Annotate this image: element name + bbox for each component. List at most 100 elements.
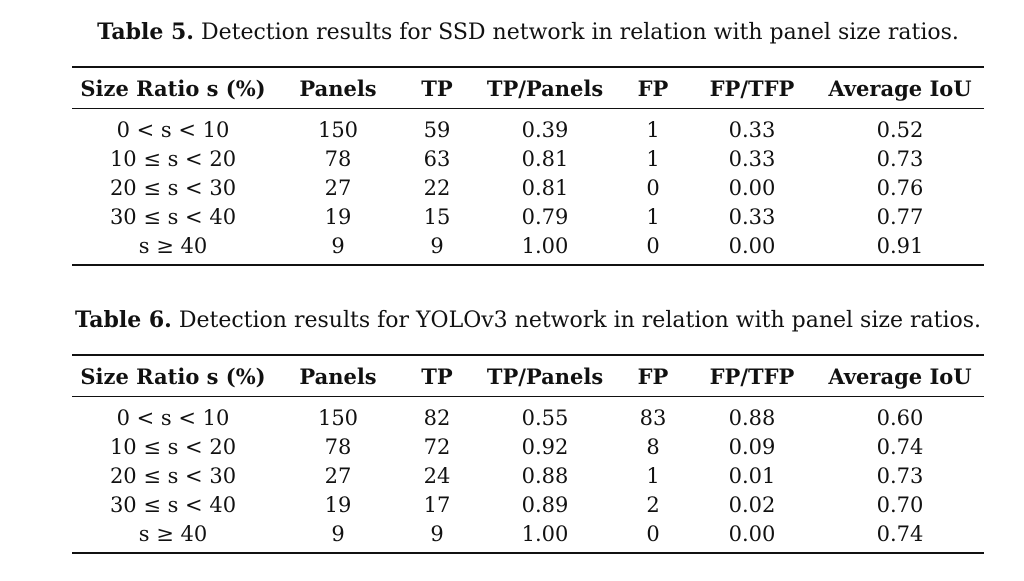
table-cell: 1.00 <box>472 519 618 554</box>
table-row: 30 ≤ s < 40 19 17 0.89 2 0.02 0.70 <box>72 490 984 519</box>
table-cell: 0.81 <box>521 146 569 171</box>
table-row: 10 ≤ s < 20 78 72 0.92 8 0.09 0.74 <box>72 432 984 461</box>
table-row: s ≥ 40 9 9 1.00 0 0.00 0.91 <box>72 231 984 266</box>
column-header: FP <box>618 66 688 109</box>
table-5: Size Ratio s (%) Panels TP TP/Panels FP … <box>72 66 984 266</box>
table-cell: 0.77 <box>876 204 924 229</box>
table-cell: 0.33 <box>728 146 776 171</box>
table-cell: 15 <box>423 204 451 229</box>
table-cell: 1.00 <box>472 231 618 266</box>
table-cell: 63 <box>423 146 451 171</box>
table-cell: 1 <box>646 117 660 142</box>
table-5-caption-text: Detection results for SSD network in rel… <box>200 20 959 45</box>
table-cell: 30 ≤ s < 40 <box>109 492 237 517</box>
table-cell: 0.00 <box>688 519 816 554</box>
column-header: Size Ratio s (%) <box>72 66 274 109</box>
table-cell: 22 <box>423 175 451 200</box>
table-cell: 0.73 <box>876 463 924 488</box>
table-cell: 0.01 <box>728 463 776 488</box>
column-header: TP/Panels <box>472 354 618 397</box>
table-row: 20 ≤ s < 30 27 24 0.88 1 0.01 0.73 <box>72 461 984 490</box>
table-row: 30 ≤ s < 40 19 15 0.79 1 0.33 0.77 <box>72 202 984 231</box>
column-header: FP/TFP <box>688 354 816 397</box>
table-5-caption: Table 5. Detection results for SSD netwo… <box>72 18 984 47</box>
table-cell: 78 <box>324 434 352 459</box>
table-cell: 19 <box>324 204 352 229</box>
table-cell: 9 <box>402 231 472 266</box>
table-cell: 9 <box>274 231 402 266</box>
table-cell: 0.91 <box>816 231 984 266</box>
table-cell: 1 <box>646 463 660 488</box>
table-row: 10 ≤ s < 20 78 63 0.81 1 0.33 0.73 <box>72 144 984 173</box>
table-cell: 9 <box>402 519 472 554</box>
table-cell: 1 <box>646 204 660 229</box>
column-header: FP/TFP <box>688 66 816 109</box>
table-cell: 0.00 <box>688 231 816 266</box>
table-cell: 0.89 <box>521 492 569 517</box>
table-cell: 59 <box>423 117 451 142</box>
table-cell: 0.79 <box>521 204 569 229</box>
table-cell: 0.33 <box>728 204 776 229</box>
table-header-row: Size Ratio s (%) Panels TP TP/Panels FP … <box>72 66 984 109</box>
table-cell: 2 <box>646 492 660 517</box>
table-cell: 0 < s < 10 <box>116 117 230 142</box>
table-cell: 0.74 <box>816 519 984 554</box>
column-header: TP <box>402 354 472 397</box>
table-cell: 0.00 <box>728 175 776 200</box>
table-cell: 0.09 <box>728 434 776 459</box>
column-header: Average IoU <box>816 354 984 397</box>
table-cell: 8 <box>646 434 660 459</box>
table-cell: 10 ≤ s < 20 <box>109 146 237 171</box>
table-cell: 0.92 <box>521 434 569 459</box>
table-6-caption-text: Detection results for YOLOv3 network in … <box>178 308 982 333</box>
table-row: s ≥ 40 9 9 1.00 0 0.00 0.74 <box>72 519 984 554</box>
table-cell: 0.88 <box>728 405 776 430</box>
table-cell: 1 <box>646 146 660 171</box>
table-cell: 0.33 <box>728 117 776 142</box>
table-cell: 82 <box>423 405 451 430</box>
column-header: FP <box>618 354 688 397</box>
table-cell: 17 <box>423 492 451 517</box>
table-5-label: Table 5. <box>97 19 194 45</box>
table-cell: s ≥ 40 <box>72 231 274 266</box>
table-cell: 150 <box>317 117 359 142</box>
table-cell: 0.70 <box>876 492 924 517</box>
table-cell: 0.60 <box>876 405 924 430</box>
table-cell: 0 <box>618 519 688 554</box>
table-row: 0 < s < 10 150 59 0.39 1 0.33 0.52 <box>72 109 984 145</box>
table-cell: 0.52 <box>876 117 924 142</box>
table-cell: 27 <box>324 463 352 488</box>
column-header: TP/Panels <box>472 66 618 109</box>
table-cell: 150 <box>317 405 359 430</box>
table-cell: 0 <box>646 175 660 200</box>
table-cell: 83 <box>639 405 667 430</box>
column-header: Panels <box>274 354 402 397</box>
table-cell: 27 <box>324 175 352 200</box>
table-header-row: Size Ratio s (%) Panels TP TP/Panels FP … <box>72 354 984 397</box>
table-cell: s ≥ 40 <box>72 519 274 554</box>
table-cell: 20 ≤ s < 30 <box>109 175 237 200</box>
table-cell: 20 ≤ s < 30 <box>109 463 237 488</box>
table-cell: 0.76 <box>876 175 924 200</box>
table-row: 20 ≤ s < 30 27 22 0.81 0 0.00 0.76 <box>72 173 984 202</box>
table-cell: 0.55 <box>521 405 569 430</box>
table-cell: 0.73 <box>876 146 924 171</box>
column-header: Size Ratio s (%) <box>72 354 274 397</box>
table-cell: 0.81 <box>521 175 569 200</box>
column-header: Average IoU <box>816 66 984 109</box>
table-cell: 78 <box>324 146 352 171</box>
table-cell: 19 <box>324 492 352 517</box>
table-cell: 0.88 <box>521 463 569 488</box>
table-cell: 9 <box>274 519 402 554</box>
table-6: Size Ratio s (%) Panels TP TP/Panels FP … <box>72 354 984 554</box>
table-cell: 30 ≤ s < 40 <box>109 204 237 229</box>
table-cell: 0.39 <box>521 117 569 142</box>
table-cell: 72 <box>423 434 451 459</box>
table-cell: 0 <box>618 231 688 266</box>
table-cell: 0.02 <box>728 492 776 517</box>
column-header: Panels <box>274 66 402 109</box>
table-cell: 0.74 <box>876 434 924 459</box>
column-header: TP <box>402 66 472 109</box>
table-row: 0 < s < 10 150 82 0.55 83 0.88 0.60 <box>72 397 984 433</box>
table-6-caption: Table 6. Detection results for YOLOv3 ne… <box>72 306 984 335</box>
